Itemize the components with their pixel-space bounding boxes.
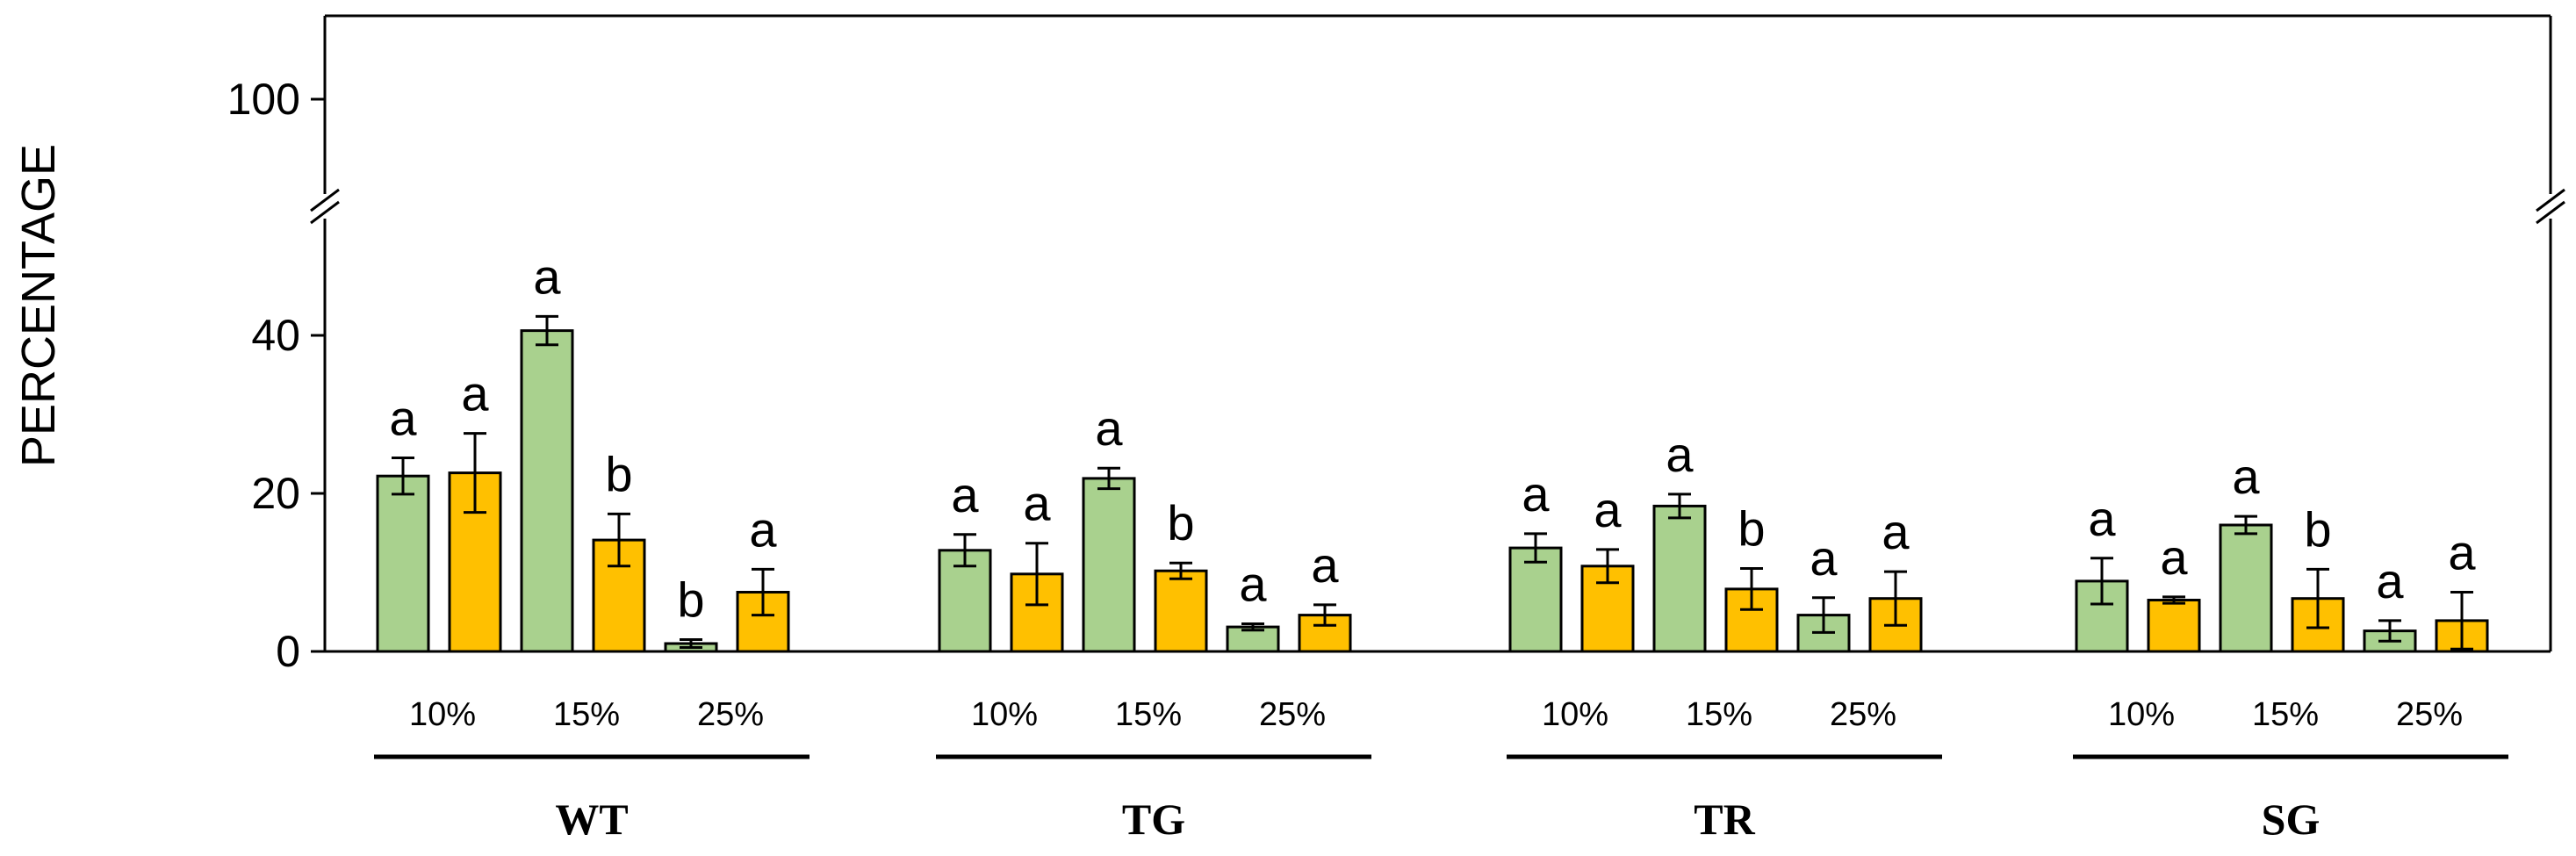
significance-letter: b <box>605 446 632 501</box>
significance-letter: a <box>389 391 417 446</box>
axis-break-slash <box>310 188 340 212</box>
significance-letter: a <box>1023 476 1051 531</box>
significance-letter: b <box>2304 501 2331 557</box>
significance-letter: a <box>2232 449 2260 504</box>
significance-letter: a <box>1095 400 1123 456</box>
bar-tg-4 <box>1154 569 1208 653</box>
concentration-label: 25% <box>697 696 764 733</box>
concentration-label: 15% <box>1115 696 1182 733</box>
significance-letter: a <box>749 501 777 557</box>
axis-break-slash <box>2536 188 2565 212</box>
significance-letter: a <box>1810 530 1838 586</box>
concentration-label: 15% <box>1686 696 1752 733</box>
concentration-label: 10% <box>2108 696 2175 733</box>
axis-break-slash <box>310 200 340 225</box>
y-tick-label: 100 <box>227 75 300 124</box>
significance-letter: a <box>951 467 979 522</box>
significance-letter: b <box>1738 501 1765 557</box>
concentration-label: 10% <box>971 696 1038 733</box>
significance-letter: a <box>1882 504 1910 559</box>
significance-letter: a <box>461 366 489 421</box>
concentration-label: 15% <box>553 696 620 733</box>
significance-letter: a <box>1594 482 1622 537</box>
bar-tg-3 <box>1082 477 1136 653</box>
concentration-label: 25% <box>1830 696 1896 733</box>
group-label: TR <box>1694 795 1755 844</box>
significance-letter: a <box>1311 537 1339 593</box>
y-tick-label: 40 <box>251 311 300 360</box>
concentration-label: 10% <box>409 696 476 733</box>
significance-letter: a <box>1666 427 1694 482</box>
significance-letter: a <box>533 248 561 304</box>
concentration-label: 15% <box>2252 696 2319 733</box>
bar-tr-4 <box>1724 587 1779 653</box>
group-label: WT <box>555 795 628 844</box>
significance-letter: b <box>1167 495 1194 550</box>
significance-letter: a <box>2448 525 2476 580</box>
y-tick-label: 20 <box>251 469 300 518</box>
significance-letter: a <box>2088 491 2116 546</box>
bar-tr-3 <box>1652 504 1707 653</box>
concentration-label: 25% <box>2396 696 2463 733</box>
significance-letter: a <box>2376 553 2404 608</box>
bar-wt-3 <box>520 329 574 653</box>
significance-letter: a <box>2160 529 2188 585</box>
group-label: TG <box>1122 795 1185 844</box>
x-axis-labels: 10% 15% 25% WT 10% 15% 25% TG 10% 15% 25% TR 10% 15% 2… <box>374 696 2508 844</box>
y-axis-ticks: 0 20 40 100 <box>227 75 325 676</box>
bar-sg-2 <box>2147 599 2201 653</box>
concentration-label: 10% <box>1542 696 1608 733</box>
concentration-label: 25% <box>1259 696 1326 733</box>
group-label: SG <box>2262 795 2321 844</box>
error-bars <box>392 314 2473 651</box>
bar-tr-1 <box>1508 546 1563 653</box>
bar-sg-3 <box>2219 523 2273 653</box>
significance-letter: a <box>1239 557 1267 612</box>
axis-break-slash <box>2536 200 2565 225</box>
y-axis-title: PERCENTAGE <box>12 144 65 467</box>
significance-letter: a <box>1522 466 1550 522</box>
significance-letter: b <box>677 572 704 628</box>
axis-break-marks <box>310 188 2565 225</box>
y-tick-label: 0 <box>276 627 300 676</box>
bar-wt-1 <box>376 474 430 653</box>
